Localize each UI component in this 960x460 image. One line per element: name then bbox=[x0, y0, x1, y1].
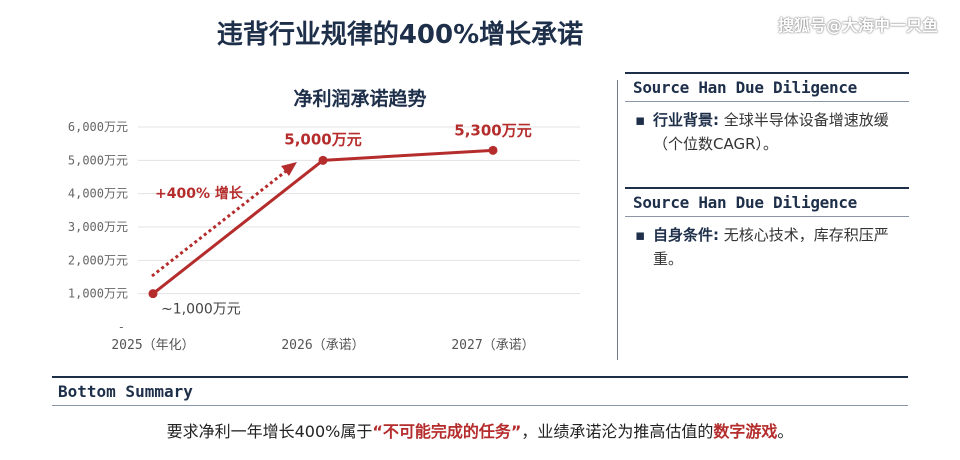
side-section-self: Source Han Due Diligence ▪ 自身条件: 无核心技术，库… bbox=[625, 187, 909, 271]
bullet-text: 全球半导体设备增速放缓（个位数CAGR）。 bbox=[653, 111, 889, 153]
watermark: 搜狐号@大海中一只鱼 bbox=[777, 16, 938, 35]
data-label: 5,000万元 bbox=[284, 130, 361, 148]
bottom-summary: Bottom Summary 要求净利一年增长400%属于“不可能完成的任务”，… bbox=[52, 376, 908, 442]
vertical-divider bbox=[617, 80, 618, 360]
data-point bbox=[318, 155, 328, 165]
bullet-key: 行业背景: bbox=[653, 111, 719, 129]
bullet-key: 自身条件: bbox=[653, 226, 719, 244]
bottom-text: 要求净利一年增长400%属于“不可能完成的任务”，业绩承诺沦为推高估值的数字游戏… bbox=[52, 406, 908, 442]
section-rule bbox=[625, 187, 909, 189]
section-rule bbox=[52, 405, 908, 406]
data-label: ~1,000万元 bbox=[161, 302, 241, 318]
x-tick-label: 2026（承诺） bbox=[281, 338, 364, 353]
section-rule bbox=[625, 72, 909, 74]
y-tick-label: 2,000万元 bbox=[68, 253, 128, 267]
bullet-icon: ▪ bbox=[635, 226, 646, 244]
data-label: 5,300万元 bbox=[454, 121, 531, 139]
section-rule bbox=[52, 376, 908, 378]
section-rule bbox=[625, 101, 909, 102]
x-tick-label: 2027（承诺） bbox=[451, 338, 534, 353]
chart-title: 净利润承诺趋势 bbox=[293, 88, 427, 110]
section-heading: Source Han Due Diligence bbox=[633, 78, 857, 97]
growth-arrow-head bbox=[281, 162, 297, 176]
summary-text-after: 。 bbox=[777, 422, 794, 441]
bottom-heading: Bottom Summary bbox=[58, 382, 193, 401]
side-section-industry: Source Han Due Diligence ▪ 行业背景: 全球半导体设备… bbox=[625, 72, 909, 156]
y-tick-label: 5,000万元 bbox=[68, 153, 128, 167]
page-title: 违背行业规律的400%增长承诺 bbox=[216, 20, 584, 50]
y-tick-label: - bbox=[118, 320, 125, 334]
series-line bbox=[152, 148, 494, 295]
bullet-item: ▪ 自身条件: 无核心技术，库存积压严重。 bbox=[625, 217, 909, 271]
x-tick-label: 2025（年化） bbox=[111, 338, 194, 353]
y-tick-label: 6,000万元 bbox=[68, 120, 128, 134]
bullet-item: ▪ 行业背景: 全球半导体设备增速放缓（个位数CAGR）。 bbox=[625, 102, 909, 156]
bullet-icon: ▪ bbox=[635, 111, 646, 129]
y-tick-label: 3,000万元 bbox=[68, 220, 128, 234]
y-tick-label: 4,000万元 bbox=[68, 187, 128, 201]
growth-arrow-line bbox=[151, 166, 291, 278]
data-point bbox=[488, 145, 498, 155]
growth-annotation: +400% 增长 bbox=[155, 185, 244, 202]
y-tick-label: 1,000万元 bbox=[68, 287, 128, 301]
data-point bbox=[148, 289, 158, 299]
summary-highlight-impossible: “不可能完成的任务” bbox=[372, 422, 522, 441]
section-rule bbox=[625, 216, 909, 217]
section-heading: Source Han Due Diligence bbox=[633, 193, 857, 212]
summary-text-before: 要求净利一年增长400%属于 bbox=[166, 422, 373, 441]
summary-highlight-numbers-game: 数字游戏 bbox=[713, 422, 778, 441]
bullet-text: 无核心技术，库存积压严重。 bbox=[653, 226, 889, 268]
line-chart: - 1,000万元 2,000万元 3,000万元 4,000万元 5,000万元 6,00… bbox=[68, 120, 580, 353]
summary-text-middle: ，业绩承诺沦为推高估值的 bbox=[521, 422, 714, 441]
